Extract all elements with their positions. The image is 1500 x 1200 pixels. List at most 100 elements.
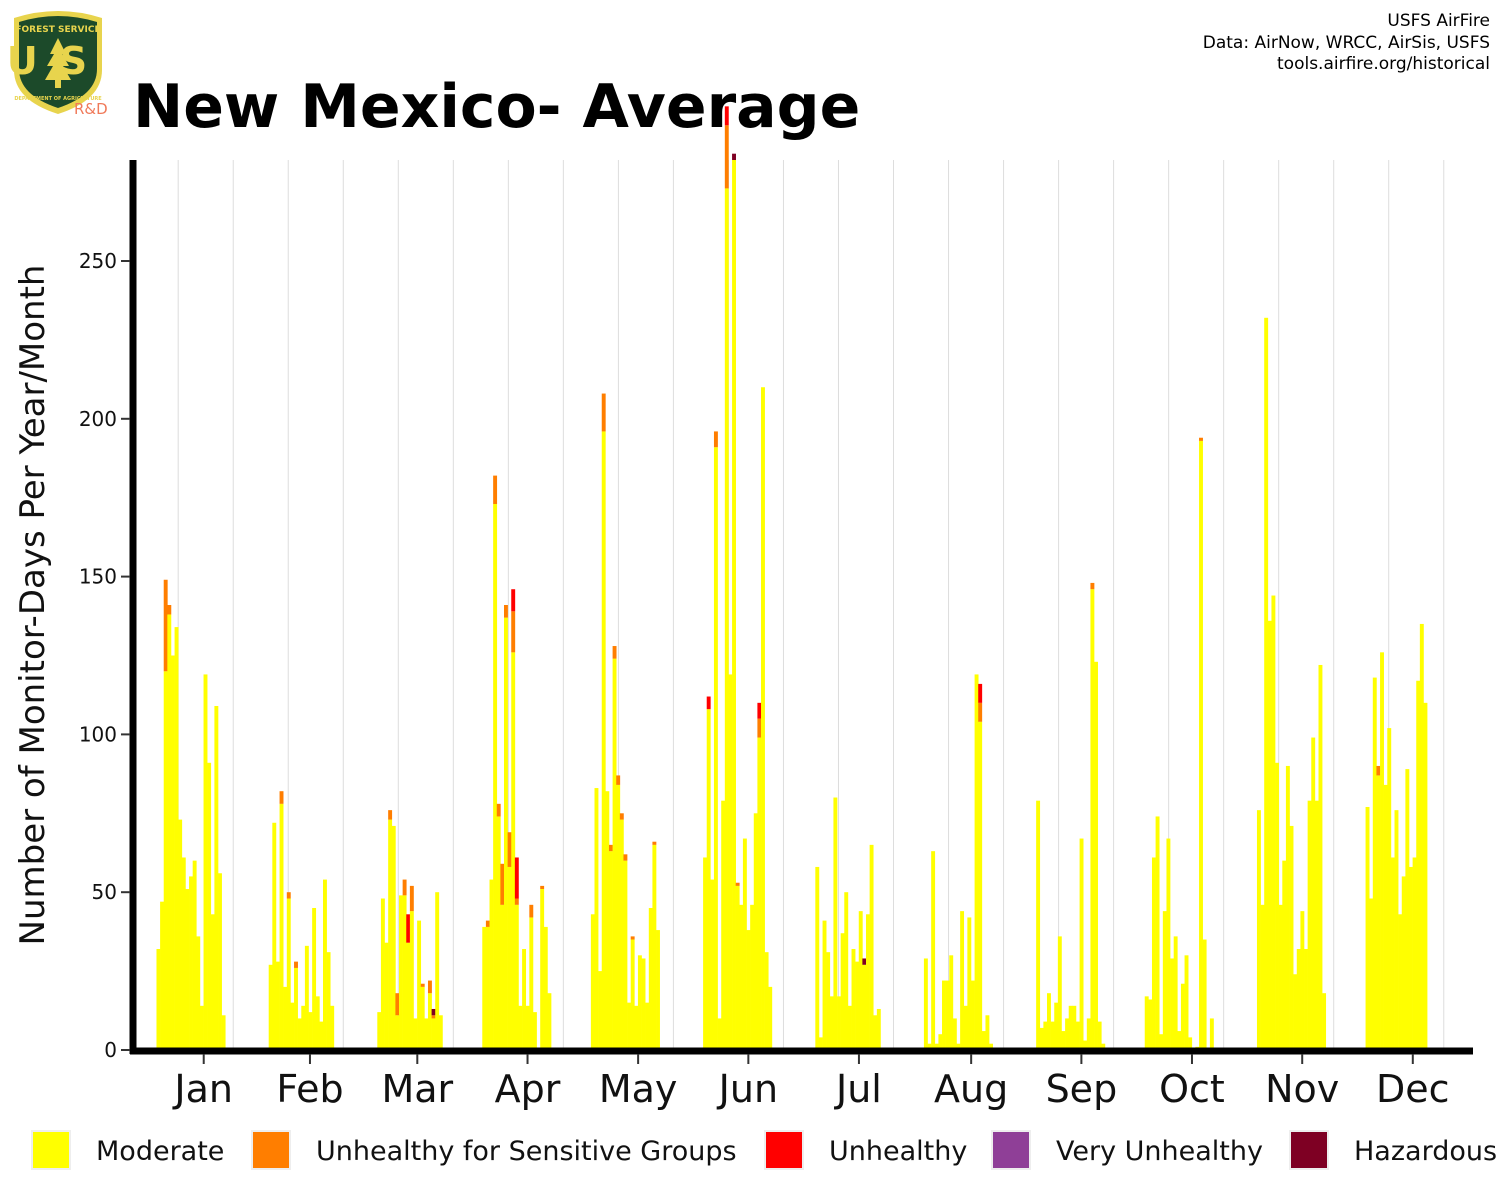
bar-dec-14-moderate <box>1398 914 1403 1050</box>
bar-oct-16-moderate <box>1184 955 1189 1050</box>
bar-jan-13-moderate <box>185 889 190 1050</box>
bar-nov-13-moderate <box>1285 765 1290 1050</box>
bar-may-11-unhealthy-for-sensitive-groups <box>612 646 617 659</box>
bar-mar-23-moderate <box>435 892 440 1050</box>
bar-feb-12-unhealthy-for-sensitive-groups <box>294 961 298 968</box>
bar-aug-16-moderate <box>963 1005 968 1050</box>
bar-jun-16-moderate <box>742 838 747 1050</box>
bar-apr-9-unhealthy-for-sensitive-groups <box>496 803 501 817</box>
bar-jul-15-moderate <box>847 1005 852 1050</box>
bar-jun-12-moderate <box>728 674 733 1050</box>
bar-nov-22-moderate <box>1318 664 1323 1050</box>
logo-top-text: FOREST SERVICE <box>15 25 100 35</box>
bar-sep-18-moderate <box>1083 1040 1088 1050</box>
bar-mar-12-moderate <box>395 1015 400 1050</box>
bar-jun-6-unhealthy <box>706 696 711 710</box>
bar-dec-10-moderate <box>1383 784 1388 1050</box>
bar-dec-13-moderate <box>1394 810 1399 1050</box>
bar-jul-10-moderate <box>829 996 834 1050</box>
bar-mar-11-moderate <box>391 825 396 1050</box>
bar-nov-23-moderate <box>1322 993 1327 1050</box>
bar-mar-10-moderate <box>388 819 393 1050</box>
bar-sep-22-moderate <box>1097 1021 1102 1050</box>
bar-sep-5-moderate <box>1036 800 1041 1050</box>
bar-jun-19-moderate <box>753 813 758 1050</box>
bar-apr-9-moderate <box>496 816 501 1050</box>
credit-line-1: USFS AirFire <box>1387 11 1490 31</box>
y-tick-label: 100 <box>79 722 117 746</box>
y-tick-label: 0 <box>104 1038 117 1062</box>
bar-dec-20-moderate <box>1419 623 1424 1050</box>
bar-dec-11-moderate <box>1387 728 1392 1050</box>
bar-may-16-unhealthy-for-sensitive-groups <box>630 936 635 940</box>
bar-oct-8-moderate <box>1155 816 1160 1050</box>
bar-jun-14-moderate <box>735 885 740 1050</box>
bar-nov-7-moderate <box>1264 317 1269 1051</box>
bar-aug-14-moderate <box>956 1043 961 1050</box>
legend: Moderate Unhealthy for Sensitive Groups Un… <box>31 1130 1497 1170</box>
bar-jun-8-unhealthy-for-sensitive-groups <box>713 431 718 448</box>
bar-feb-8-unhealthy-for-sensitive-groups <box>279 791 284 804</box>
bar-oct-20-unhealthy-for-sensitive-groups <box>1199 437 1203 441</box>
bar-jun-10-moderate <box>721 800 726 1050</box>
bar-jan-18-moderate <box>203 674 208 1050</box>
bar-jun-20-unhealthy-for-sensitive-groups <box>757 718 762 738</box>
bar-nov-15-moderate <box>1293 974 1298 1050</box>
bar-may-15-moderate <box>627 1002 631 1050</box>
bar-may-7-moderate <box>598 971 603 1050</box>
bar-sep-17-moderate <box>1079 838 1084 1050</box>
bar-mar-24-moderate <box>438 1015 443 1050</box>
bar-apr-7-moderate <box>489 879 494 1050</box>
bar-feb-7-moderate <box>275 961 280 1050</box>
bar-may-21-moderate <box>648 907 653 1050</box>
bar-may-13-unhealthy-for-sensitive-groups <box>619 813 624 820</box>
bar-jun-21-moderate <box>761 387 765 1051</box>
bar-dec-18-moderate <box>1412 857 1417 1050</box>
bar-aug-10-moderate <box>942 980 946 1050</box>
bar-aug-18-moderate <box>970 980 975 1050</box>
bar-jul-22-moderate <box>873 1015 878 1050</box>
bar-may-9-moderate <box>605 791 610 1050</box>
bar-jun-23-moderate <box>768 986 773 1050</box>
bar-apr-21-unhealthy-for-sensitive-groups <box>540 885 545 890</box>
bar-feb-21-moderate <box>326 952 331 1050</box>
bar-apr-10-unhealthy-for-sensitive-groups <box>500 863 505 905</box>
bar-jun-9-moderate <box>717 1018 722 1050</box>
bar-feb-12-moderate <box>294 967 298 1050</box>
bar-mar-16-moderate <box>409 911 414 1050</box>
bar-nov-10-moderate <box>1275 762 1279 1050</box>
bar-jul-17-moderate <box>855 961 860 1050</box>
credit-line-3: tools.airfire.org/historical <box>1277 54 1490 74</box>
bar-jul-20-moderate <box>866 914 870 1050</box>
bar-may-22-unhealthy-for-sensitive-groups <box>652 841 657 845</box>
x-tick-label-apr: Apr <box>495 1067 561 1111</box>
bar-sep-9-moderate <box>1050 1021 1055 1050</box>
bar-may-12-unhealthy-for-sensitive-groups <box>616 775 621 785</box>
bar-feb-8-moderate <box>279 803 284 1050</box>
bar-jul-11-moderate <box>833 797 838 1050</box>
bar-aug-20-unhealthy-for-sensitive-groups <box>978 702 983 722</box>
bar-may-19-moderate <box>641 958 646 1050</box>
bar-jul-8-moderate <box>822 920 827 1050</box>
bar-jul-13-moderate <box>840 933 845 1050</box>
bar-mar-15-moderate <box>406 942 411 1050</box>
bar-mar-22-unhealthy-for-sensitive-groups <box>431 1015 436 1019</box>
x-tick-label-aug: Aug <box>934 1067 1008 1111</box>
y-tick-label: 50 <box>92 880 117 904</box>
bar-jul-18-moderate <box>858 911 863 1050</box>
bar-dec-8-unhealthy-for-sensitive-groups <box>1376 765 1381 776</box>
bar-aug-6-moderate <box>927 1043 932 1050</box>
credit-line-2: Data: AirNow, WRCC, AirSis, USFS <box>1203 33 1490 53</box>
bar-may-17-moderate <box>634 1005 639 1050</box>
bar-mar-17-moderate <box>413 1018 418 1050</box>
bar-nov-9-moderate <box>1271 595 1276 1050</box>
bar-aug-20-moderate <box>978 721 983 1050</box>
bar-mar-15-unhealthy <box>406 914 411 943</box>
bar-aug-19-moderate <box>974 674 979 1050</box>
bar-jun-11-moderate <box>724 188 729 1051</box>
bar-oct-15-moderate <box>1180 983 1185 1050</box>
bar-dec-6-moderate <box>1369 898 1374 1050</box>
bar-nov-21-moderate <box>1314 800 1319 1050</box>
bar-mar-12-unhealthy-for-sensitive-groups <box>395 993 400 1016</box>
bar-jan-16-moderate <box>196 936 201 1050</box>
